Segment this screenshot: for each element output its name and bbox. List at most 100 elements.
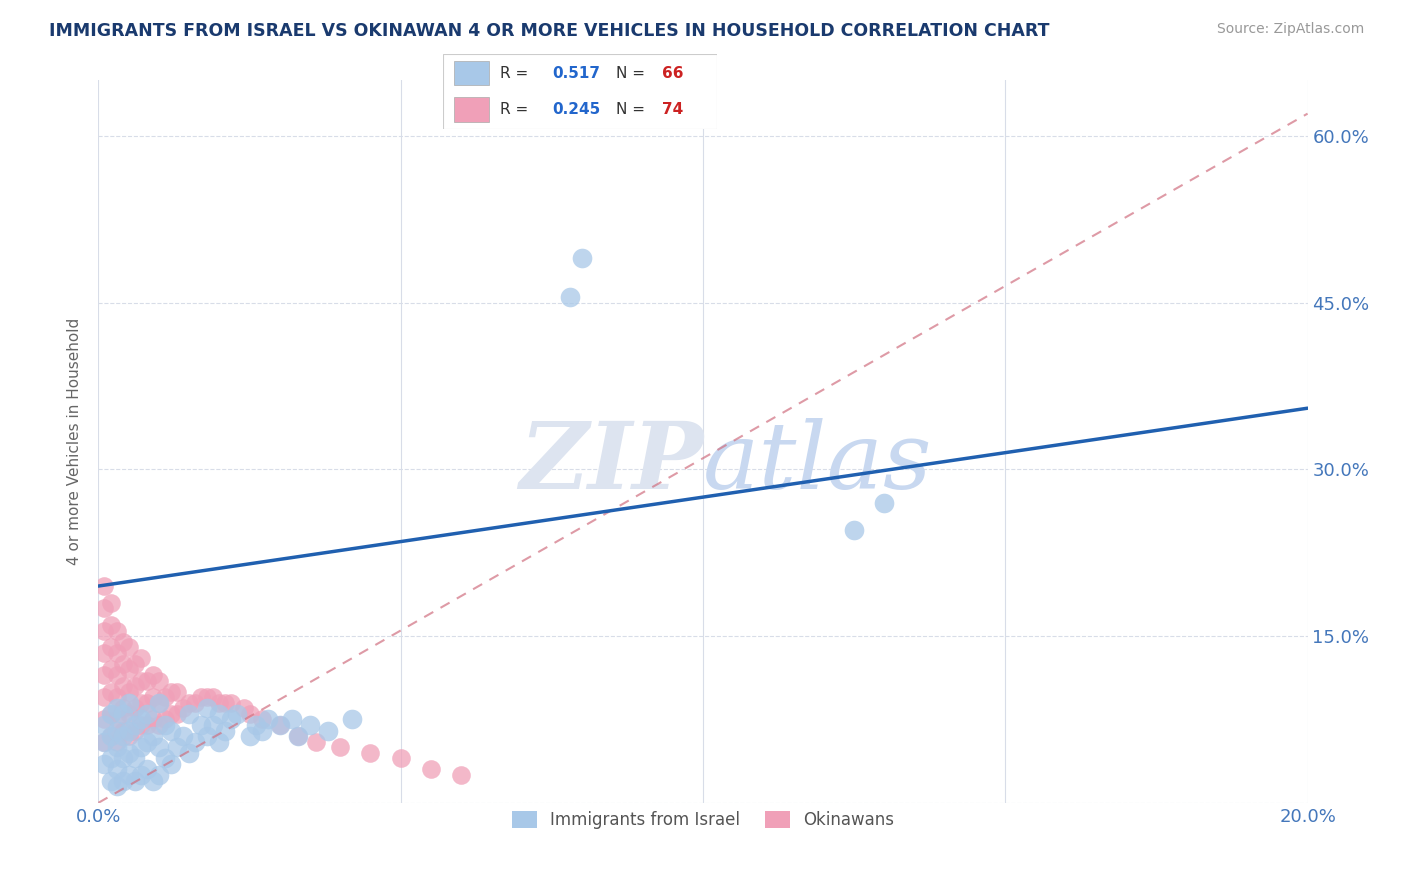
Point — [135, 718, 157, 732]
Point — [129, 768, 152, 782]
Point — [179, 696, 201, 710]
Point — [558, 290, 581, 304]
Y-axis label: 4 or more Vehicles in Household: 4 or more Vehicles in Household — [67, 318, 83, 566]
Point — [281, 713, 304, 727]
Text: R =: R = — [501, 66, 534, 81]
Point — [135, 763, 157, 777]
Point — [105, 690, 128, 705]
Point — [226, 706, 249, 721]
Point — [105, 740, 128, 755]
Legend: Immigrants from Israel, Okinawans: Immigrants from Israel, Okinawans — [503, 803, 903, 838]
Point — [93, 579, 115, 593]
FancyBboxPatch shape — [443, 54, 717, 129]
Point — [118, 696, 141, 710]
Point — [250, 713, 273, 727]
Point — [148, 696, 170, 710]
Point — [172, 729, 194, 743]
Point — [153, 690, 176, 705]
Point — [100, 751, 122, 765]
Point — [269, 718, 291, 732]
Point — [148, 696, 170, 710]
Point — [105, 723, 128, 738]
Point — [129, 696, 152, 710]
Point — [118, 662, 141, 676]
Text: ZIP: ZIP — [519, 418, 703, 508]
Point — [166, 706, 188, 721]
Point — [105, 763, 128, 777]
Point — [111, 679, 134, 693]
Point — [111, 706, 134, 721]
Point — [118, 729, 141, 743]
Point — [208, 706, 231, 721]
Point — [93, 624, 115, 638]
Point — [105, 668, 128, 682]
Point — [844, 524, 866, 538]
Point — [118, 768, 141, 782]
Point — [172, 701, 194, 715]
Point — [245, 718, 267, 732]
Point — [105, 624, 128, 638]
Point — [239, 706, 262, 721]
Point — [124, 751, 146, 765]
Point — [118, 684, 141, 698]
Point — [148, 740, 170, 755]
Point — [93, 668, 115, 682]
Point — [221, 713, 243, 727]
Point — [571, 251, 593, 265]
Text: Source: ZipAtlas.com: Source: ZipAtlas.com — [1216, 22, 1364, 37]
Point — [316, 723, 339, 738]
Point — [124, 679, 146, 693]
Point — [105, 701, 128, 715]
Bar — [454, 97, 489, 122]
Point — [190, 690, 212, 705]
Text: 66: 66 — [662, 66, 683, 81]
Point — [124, 723, 146, 738]
Point — [195, 701, 218, 715]
Point — [250, 723, 273, 738]
Point — [100, 729, 122, 743]
Text: 0.517: 0.517 — [553, 66, 600, 81]
Point — [118, 723, 141, 738]
Point — [360, 746, 382, 760]
Point — [153, 713, 176, 727]
Point — [111, 751, 134, 765]
Point — [129, 651, 152, 665]
Point — [153, 751, 176, 765]
Point — [93, 601, 115, 615]
Point — [100, 662, 122, 676]
Point — [450, 768, 472, 782]
Point — [202, 718, 225, 732]
Text: N =: N = — [616, 66, 650, 81]
Point — [124, 718, 146, 732]
Bar — [454, 62, 489, 86]
Point — [135, 734, 157, 748]
Text: atlas: atlas — [703, 418, 932, 508]
Point — [111, 701, 134, 715]
Point — [105, 646, 128, 660]
Point — [142, 773, 165, 788]
Point — [153, 718, 176, 732]
Point — [129, 740, 152, 755]
Point — [100, 706, 122, 721]
Point — [124, 701, 146, 715]
Point — [184, 696, 207, 710]
Point — [160, 756, 183, 771]
Point — [166, 684, 188, 698]
Point — [93, 734, 115, 748]
Point — [93, 756, 115, 771]
Point — [232, 701, 254, 715]
Point — [148, 768, 170, 782]
Point — [208, 734, 231, 748]
Point — [148, 718, 170, 732]
Point — [118, 746, 141, 760]
Point — [269, 718, 291, 732]
Point — [135, 706, 157, 721]
Point — [129, 718, 152, 732]
Point — [93, 713, 115, 727]
Point — [135, 696, 157, 710]
Point — [214, 696, 236, 710]
Point — [160, 723, 183, 738]
Point — [148, 673, 170, 688]
Point — [124, 657, 146, 671]
Text: IMMIGRANTS FROM ISRAEL VS OKINAWAN 4 OR MORE VEHICLES IN HOUSEHOLD CORRELATION C: IMMIGRANTS FROM ISRAEL VS OKINAWAN 4 OR … — [49, 22, 1050, 40]
